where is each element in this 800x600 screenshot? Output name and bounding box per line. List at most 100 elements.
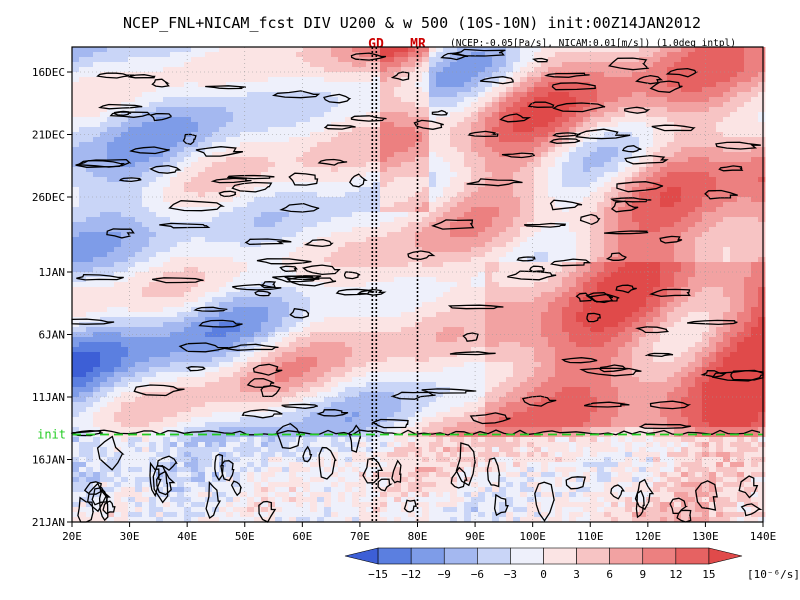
heatmap-cell xyxy=(611,132,619,138)
heatmap-cell xyxy=(464,202,472,208)
heatmap-cell xyxy=(485,282,493,288)
heatmap-cell xyxy=(401,227,409,233)
heatmap-cell xyxy=(317,232,325,238)
heatmap-cell xyxy=(366,282,374,288)
heatmap-cell xyxy=(100,222,108,228)
heatmap-cell xyxy=(737,107,745,113)
heatmap-cell xyxy=(373,187,381,193)
heatmap-cell xyxy=(422,287,430,293)
heatmap-cell xyxy=(324,72,332,78)
heatmap-cell xyxy=(170,222,178,228)
heatmap-cell xyxy=(163,162,171,168)
heatmap-cell xyxy=(191,102,199,108)
heatmap-cell xyxy=(758,212,766,218)
heatmap-cell xyxy=(79,252,87,258)
heatmap-cell xyxy=(254,297,262,303)
heatmap-cell xyxy=(380,192,388,198)
heatmap-cell xyxy=(541,277,549,283)
heatmap-cell xyxy=(520,222,528,228)
heatmap-cell xyxy=(135,122,143,128)
heatmap-cell xyxy=(520,102,528,108)
heatmap-cell xyxy=(569,227,577,233)
heatmap-cell xyxy=(604,242,612,248)
heatmap-cell xyxy=(254,227,262,233)
heatmap-cell xyxy=(485,92,493,98)
heatmap-cell xyxy=(114,87,122,93)
heatmap-cell xyxy=(548,87,556,93)
heatmap-cell xyxy=(205,187,213,193)
heatmap-cell xyxy=(520,247,528,253)
heatmap-cell xyxy=(751,137,759,143)
heatmap-cell xyxy=(513,212,521,218)
heatmap-cell xyxy=(198,297,206,303)
heatmap-cell xyxy=(387,262,395,268)
heatmap-cell xyxy=(72,102,80,108)
heatmap-cell xyxy=(443,62,451,68)
heatmap-cell xyxy=(387,132,395,138)
heatmap-cell xyxy=(499,207,507,213)
heatmap-cell xyxy=(534,227,542,233)
heatmap-cell xyxy=(646,142,654,148)
heatmap-cell xyxy=(261,52,269,58)
heatmap-cell xyxy=(240,237,248,243)
heatmap-cell xyxy=(464,97,472,103)
heatmap-cell xyxy=(492,272,500,278)
heatmap-cell xyxy=(268,282,276,288)
heatmap-cell xyxy=(240,142,248,148)
heatmap-cell xyxy=(331,172,339,178)
heatmap-cell xyxy=(450,262,458,268)
heatmap-cell xyxy=(555,122,563,128)
heatmap-cell xyxy=(639,237,647,243)
heatmap-cell xyxy=(681,47,689,53)
heatmap-cell xyxy=(86,52,94,58)
heatmap-cell xyxy=(618,237,626,243)
heatmap-cell xyxy=(429,287,437,293)
heatmap-cell xyxy=(569,252,577,258)
heatmap-cell xyxy=(611,107,619,113)
heatmap-cell xyxy=(674,227,682,233)
heatmap-cell xyxy=(205,297,213,303)
heatmap-cell xyxy=(331,222,339,228)
heatmap-cell xyxy=(653,237,661,243)
heatmap-cell xyxy=(639,207,647,213)
heatmap-cell xyxy=(191,277,199,283)
heatmap-cell xyxy=(240,272,248,278)
heatmap-cell xyxy=(121,197,129,203)
heatmap-cell xyxy=(268,157,276,163)
heatmap-cell xyxy=(387,282,395,288)
heatmap-cell xyxy=(156,192,164,198)
heatmap-cell xyxy=(695,252,703,258)
heatmap-cell xyxy=(226,82,234,88)
heatmap-cell xyxy=(737,252,745,258)
heatmap-cell xyxy=(590,112,598,118)
heatmap-cell xyxy=(289,67,297,73)
heatmap-cell xyxy=(723,192,731,198)
heatmap-cell xyxy=(506,157,514,163)
heatmap-cell xyxy=(492,107,500,113)
heatmap-cell xyxy=(576,247,584,253)
heatmap-cell xyxy=(233,292,241,298)
heatmap-cell xyxy=(107,57,115,63)
heatmap-cell xyxy=(429,117,437,123)
heatmap-cell xyxy=(93,52,101,58)
heatmap-cell xyxy=(506,257,514,263)
heatmap-cell xyxy=(632,72,640,78)
heatmap-cell xyxy=(688,267,696,273)
heatmap-cell xyxy=(688,152,696,158)
heatmap-cell xyxy=(156,202,164,208)
heatmap-cell xyxy=(597,237,605,243)
heatmap-cell xyxy=(338,272,346,278)
heatmap-cell xyxy=(380,127,388,133)
heatmap-cell xyxy=(275,137,283,143)
heatmap-cell xyxy=(464,287,472,293)
heatmap-cell xyxy=(471,177,479,183)
heatmap-cell xyxy=(93,137,101,143)
heatmap-cell xyxy=(478,137,486,143)
heatmap-cell xyxy=(261,47,269,53)
heatmap-cell xyxy=(751,272,759,278)
heatmap-cell xyxy=(366,242,374,248)
heatmap-cell xyxy=(436,132,444,138)
heatmap-cell xyxy=(128,127,136,133)
heatmap-cell xyxy=(604,212,612,218)
heatmap-cell xyxy=(128,222,136,228)
